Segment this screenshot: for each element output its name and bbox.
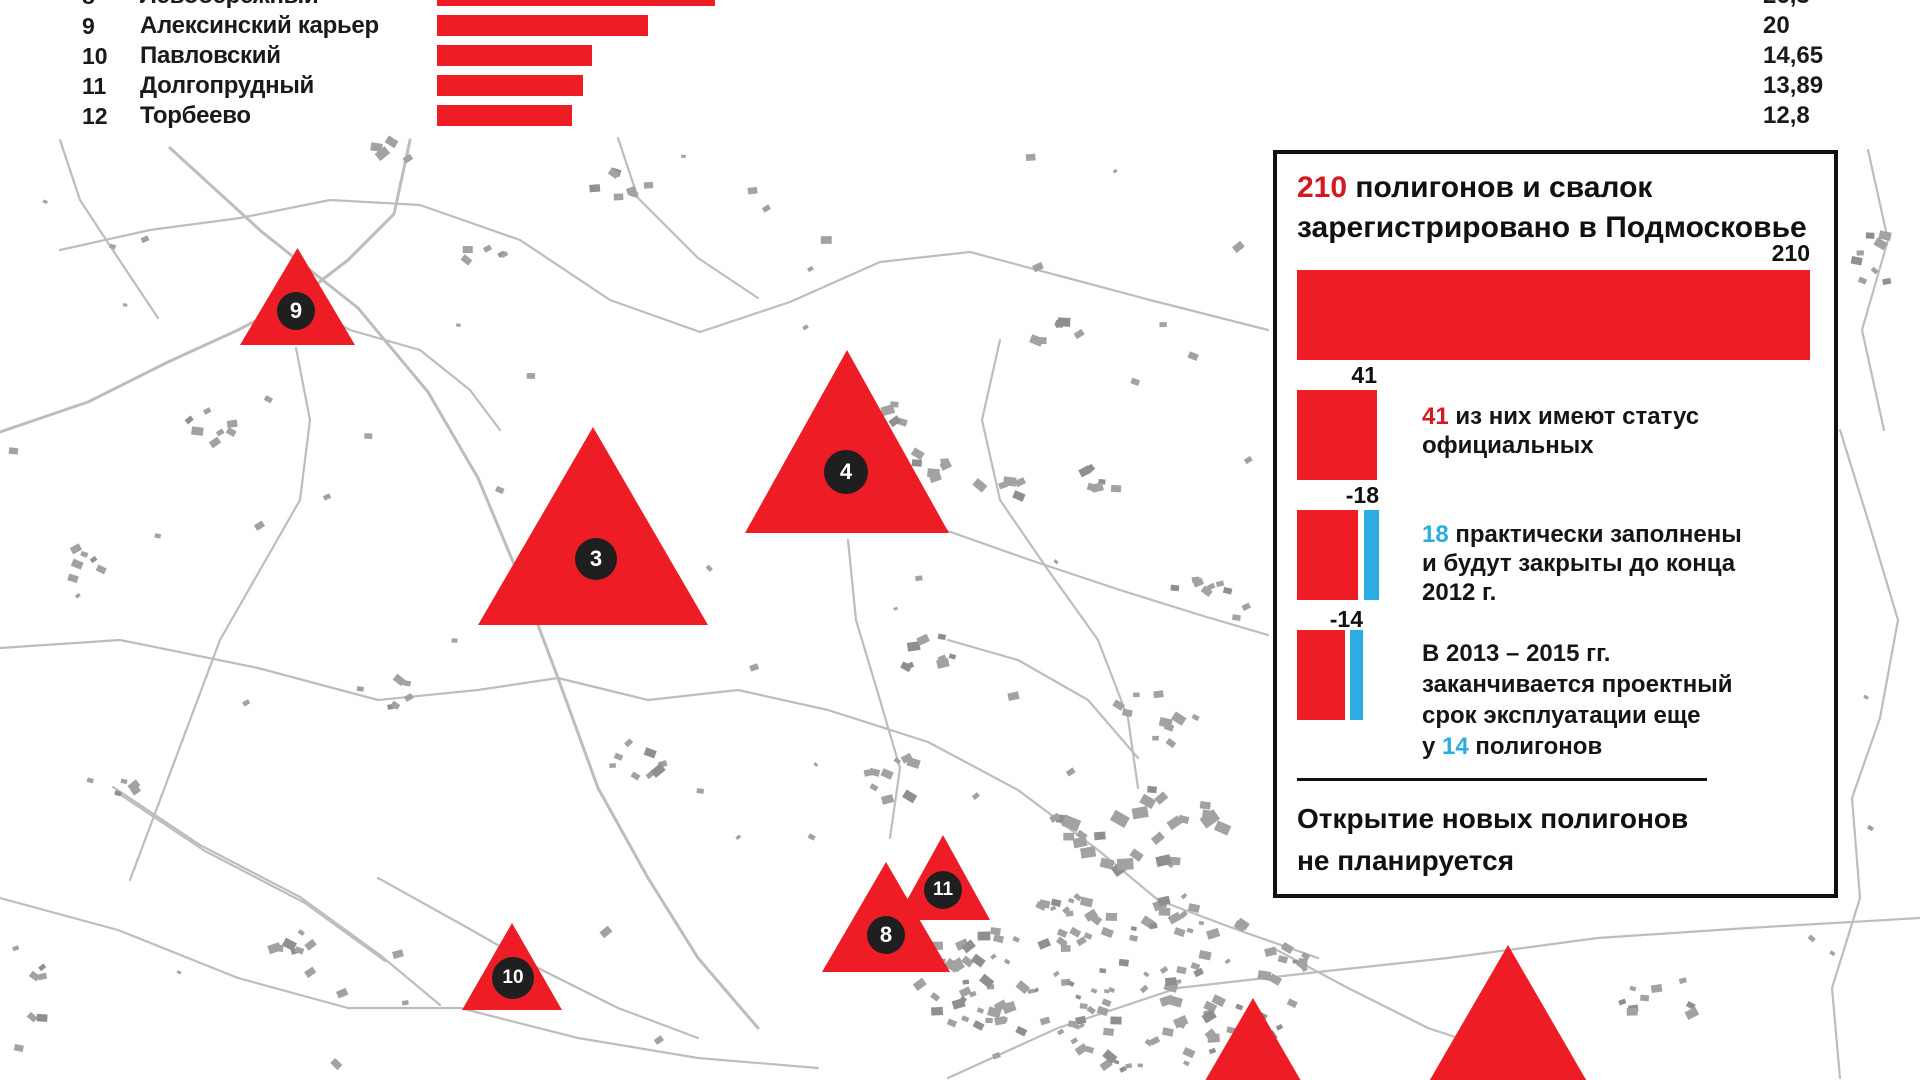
marker-number-badge: 3 bbox=[575, 538, 617, 580]
marker-number-badge: 4 bbox=[824, 450, 868, 494]
marker-number-badge: 8 bbox=[867, 916, 905, 954]
panel-divider bbox=[1297, 778, 1707, 781]
landfill-name: Долгопрудный bbox=[140, 72, 315, 99]
panel-footer: Открытие новых полигонов не планируется bbox=[1297, 803, 1689, 876]
rank-label: 8 bbox=[82, 0, 95, 11]
marker-number-badge: 9 bbox=[277, 292, 315, 330]
bar-210 bbox=[1297, 270, 1810, 360]
bar-41-label: 41 bbox=[1351, 362, 1377, 388]
value-label: 26,3 bbox=[1763, 0, 1810, 11]
list-item: 12 Торбеево 12,8 bbox=[0, 101, 1920, 131]
stats-panel: 210 полигонов и свалок зарегистрировано … bbox=[1273, 150, 1838, 898]
rank-bar bbox=[437, 75, 583, 96]
value-label: 14,65 bbox=[1763, 42, 1824, 69]
list-item: 9 Алексинский карьер 20 bbox=[0, 11, 1920, 41]
panel-title-line2: зарегистрировано в Подмосковье bbox=[1297, 211, 1807, 244]
value-label: 13,89 bbox=[1763, 72, 1824, 99]
landfill-name: Левобережный bbox=[140, 0, 319, 11]
rank-bar bbox=[437, 0, 715, 6]
stat-14-text: В 2013 – 2015 гг. заканчивается проектны… bbox=[1422, 640, 1733, 760]
bar-14-label: -14 bbox=[1329, 606, 1363, 632]
bar-41 bbox=[1297, 390, 1377, 480]
landfill-name: Павловский bbox=[140, 42, 281, 69]
bar-18-blue bbox=[1364, 510, 1379, 600]
panel-title-line1: полигонов и свалок bbox=[1347, 171, 1653, 204]
rank-label: 11 bbox=[82, 73, 107, 99]
bar-18-red bbox=[1297, 510, 1358, 600]
list-item: 8 Левобережный 26,3 bbox=[0, 0, 1920, 11]
bar-14-red bbox=[1297, 630, 1345, 720]
landfill-name: Торбеево bbox=[140, 102, 251, 129]
value-label: 20 bbox=[1763, 12, 1790, 39]
bar-18-label: -18 bbox=[1345, 482, 1379, 508]
panel-title: 210 полигонов и свалок зарегистрировано … bbox=[1297, 168, 1807, 248]
list-item: 10 Павловский 14,65 bbox=[0, 41, 1920, 71]
landfill-name: Алексинский карьер bbox=[140, 12, 379, 39]
rank-label: 9 bbox=[82, 13, 95, 39]
stat-18-text: 18 практически заполнены и будут закрыты… bbox=[1422, 521, 1742, 606]
rank-bar bbox=[437, 45, 592, 66]
rank-bar bbox=[437, 105, 572, 126]
total-count-number: 210 bbox=[1297, 171, 1348, 204]
leaderboard: 8Левобережный26,39Алексинский карьер2010… bbox=[0, 0, 1920, 134]
marker-number-badge: 11 bbox=[924, 871, 962, 909]
list-item: 11 Долгопрудный 13,89 bbox=[0, 71, 1920, 101]
value-label: 12,8 bbox=[1763, 102, 1810, 129]
bar-210-label: 210 bbox=[1771, 240, 1810, 266]
rank-bar bbox=[437, 15, 648, 36]
marker-number-badge: 10 bbox=[492, 957, 534, 999]
rank-label: 10 bbox=[82, 43, 108, 69]
bar-14-blue bbox=[1350, 630, 1363, 720]
stat-41-text: 41 из них имеют статус официальных bbox=[1422, 403, 1700, 459]
rank-label: 12 bbox=[82, 103, 108, 129]
